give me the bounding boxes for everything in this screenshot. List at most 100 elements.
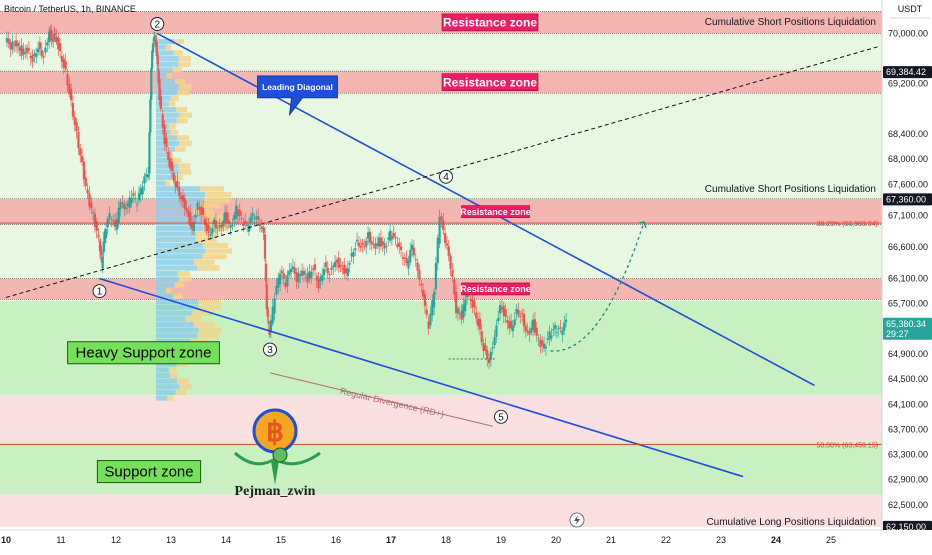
candle-body	[326, 267, 329, 274]
candle-body	[88, 193, 91, 207]
candle-body	[179, 196, 183, 199]
volume-bar	[156, 282, 175, 288]
wave-label-3: 3	[267, 345, 273, 356]
volume-bar-sell	[179, 112, 192, 118]
candle-body	[189, 211, 192, 226]
candle-body	[198, 206, 201, 211]
zone-band-1	[0, 71, 882, 94]
candle-body	[306, 273, 309, 283]
candle-body	[209, 233, 212, 236]
candle-body	[268, 328, 271, 335]
candle-body	[223, 212, 227, 223]
time-axis[interactable]: 10 11 12 13 14 15 16 17 18 19 20 21 22 23 24 25	[0, 529, 932, 550]
candle-body	[322, 269, 326, 276]
candle-body	[495, 325, 498, 337]
candle-body	[231, 225, 234, 227]
wave-circle-1	[92, 284, 107, 299]
time-tick-10: 10	[1, 535, 11, 545]
candle-body	[262, 227, 265, 233]
candle-body	[350, 253, 353, 257]
candle-body	[304, 276, 307, 278]
price-tick: 70,000.00	[888, 28, 928, 38]
candle-body	[24, 52, 27, 55]
candle-body	[352, 252, 355, 257]
candle-body	[478, 318, 482, 330]
candle-body	[123, 203, 126, 209]
zone-label-4: Heavy Support zone	[76, 345, 212, 362]
candle-body	[263, 234, 267, 259]
price-axis[interactable]: USDT 70,000.00 69,200.00 68,400.00 68,000.00…	[881, 0, 932, 550]
candle-body	[264, 263, 267, 282]
zone-label-5: Support zone	[104, 464, 193, 481]
volume-bar	[156, 254, 202, 260]
price-tick: 62,900.00	[888, 475, 928, 485]
candle-body	[183, 197, 186, 209]
candle-body	[348, 263, 351, 265]
candle-body	[46, 42, 49, 46]
candle-body	[110, 218, 113, 220]
volume-bar	[156, 191, 205, 197]
candle-body	[491, 347, 494, 349]
volume-bar	[156, 288, 167, 294]
volume-bar-sell	[198, 327, 222, 333]
fib-label-0: 38.20% (66,983.04)	[817, 221, 879, 228]
price-tag-1: 67,360.00	[886, 194, 926, 204]
candle-body	[156, 54, 159, 64]
candle-body	[515, 308, 518, 314]
leading-diagonal-label: Leading Diagonal	[262, 82, 333, 92]
candle-body	[135, 204, 139, 206]
time-tick-16: 16	[331, 535, 341, 545]
candle-body	[427, 321, 430, 329]
candle-body	[398, 242, 401, 247]
candle-body	[423, 293, 427, 307]
liquidation-note-2: Cumulative Long Positions Liquidation	[706, 517, 876, 528]
candle-body	[297, 272, 300, 283]
candle-body	[553, 325, 557, 329]
candle-body	[22, 48, 25, 55]
candle-body	[253, 218, 256, 220]
candle-body	[508, 320, 511, 329]
candle-body	[192, 222, 196, 232]
time-tick-15: 15	[276, 535, 286, 545]
candle-body	[181, 195, 185, 202]
candle-body	[291, 266, 295, 270]
volume-bar	[156, 106, 177, 113]
candle-body	[442, 220, 445, 231]
candle-body	[407, 260, 410, 269]
candle-body	[112, 220, 115, 222]
candle-body	[355, 239, 359, 242]
candle-body	[335, 259, 339, 263]
price-tag-box-1	[883, 193, 932, 206]
candle-body	[50, 29, 53, 41]
candle-body	[172, 173, 175, 182]
volume-bar	[156, 61, 179, 67]
candle-body	[361, 242, 364, 246]
volume-bar	[156, 271, 178, 277]
volume-bar	[156, 67, 173, 73]
candle-body	[194, 215, 197, 218]
time-tick-25: 25	[826, 535, 836, 545]
candle-body	[293, 267, 296, 274]
liquidation-note-1: Cumulative Short Positions Liquidation	[705, 184, 876, 195]
candle-body	[511, 325, 515, 332]
candle-body	[139, 188, 142, 195]
wave-circle-3	[263, 342, 277, 357]
price-tick: 68,000.00	[888, 154, 928, 164]
candle-body	[365, 240, 368, 247]
candle-body	[473, 300, 476, 308]
candle-body	[73, 116, 76, 125]
candle-body	[153, 36, 157, 38]
volume-bar	[156, 140, 180, 147]
candle-body	[535, 327, 538, 336]
candle-body	[487, 359, 491, 363]
price-tick: 63,300.00	[888, 450, 928, 460]
volume-bar-sell	[177, 271, 190, 277]
candle-body	[443, 233, 447, 244]
volume-bar	[156, 208, 194, 214]
volume-bar-sell	[194, 259, 215, 265]
candle-body	[51, 38, 54, 41]
volume-bar-sell	[185, 316, 202, 322]
volume-bar-sell	[166, 73, 173, 79]
